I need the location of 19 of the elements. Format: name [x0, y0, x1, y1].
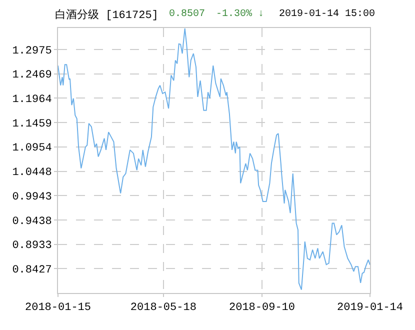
text: 0.8507	[169, 9, 206, 20]
y-tick-label: 0.8427	[12, 264, 52, 277]
y-tick-label: 1.0954	[12, 142, 52, 155]
y-tick-label: 0.9943	[12, 191, 52, 204]
x-tick-label: 2018-09-10	[228, 302, 296, 314]
x-tick-label: 2018-05-18	[130, 302, 196, 314]
y-tick-label: 1.0448	[12, 167, 52, 180]
x-tick-label: 2018-01-15	[24, 302, 92, 314]
y-tick-label: 1.2975	[12, 45, 52, 58]
y-tick-label: 0.9438	[12, 216, 52, 228]
line-series	[58, 28, 370, 290]
y-tick-label: 1.2469	[12, 70, 52, 82]
y-tick-label: 1.1459	[12, 118, 52, 130]
y-tick-label: 0.8933	[12, 240, 52, 252]
text: -1.30% ↓	[216, 9, 264, 20]
y-tick-label: 1.1964	[12, 94, 52, 106]
chart-title: 白酒分级 [161725]	[55, 8, 158, 22]
x-tick-label: 2019-01-14	[336, 302, 404, 314]
text: 2019-01-14 15:00	[279, 9, 376, 20]
